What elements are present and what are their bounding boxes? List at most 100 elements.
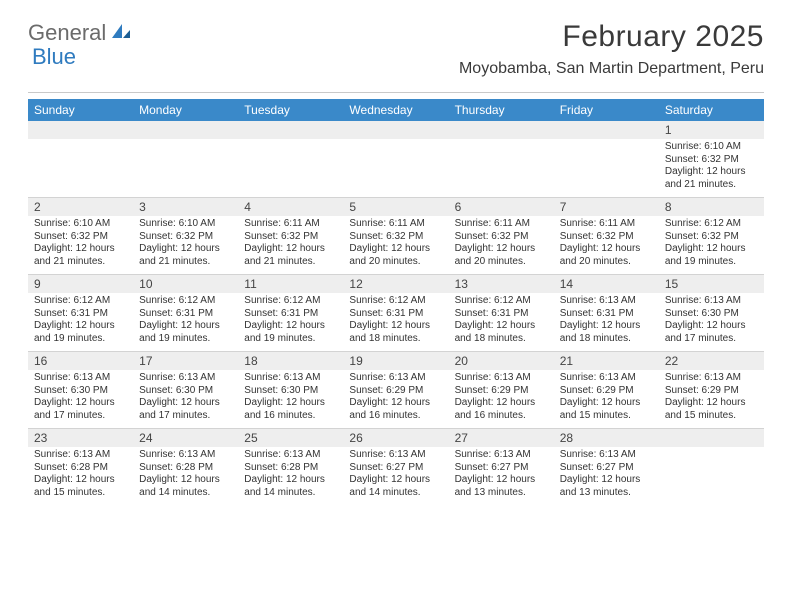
day-number: 19: [343, 352, 448, 370]
day-daylight1: Daylight: 12 hours: [349, 320, 442, 333]
weekday-tue: Tuesday: [238, 99, 343, 121]
day-daylight2: and 16 minutes.: [349, 410, 442, 423]
day-sunrise: Sunrise: 6:12 AM: [455, 295, 548, 308]
weekday-header-row: Sunday Monday Tuesday Wednesday Thursday…: [28, 99, 764, 121]
day-sunset: Sunset: 6:27 PM: [455, 462, 548, 475]
header-divider: [28, 92, 764, 93]
day-sunrise: Sunrise: 6:12 AM: [349, 295, 442, 308]
day-cell: Sunrise: 6:10 AMSunset: 6:32 PMDaylight:…: [659, 139, 764, 197]
day-cell: Sunrise: 6:13 AMSunset: 6:30 PMDaylight:…: [133, 370, 238, 428]
day-daylight2: and 18 minutes.: [349, 333, 442, 346]
day-sunset: Sunset: 6:30 PM: [34, 385, 127, 398]
day-daylight1: Daylight: 12 hours: [665, 397, 758, 410]
day-daylight2: and 20 minutes.: [455, 256, 548, 269]
month-title: February 2025: [459, 20, 764, 54]
day-daylight1: Daylight: 12 hours: [34, 474, 127, 487]
day-sunset: Sunset: 6:32 PM: [665, 231, 758, 244]
day-cell: [659, 447, 764, 505]
day-sunset: Sunset: 6:30 PM: [665, 308, 758, 321]
day-daylight1: Daylight: 12 hours: [560, 474, 653, 487]
title-block: February 2025 Moyobamba, San Martin Depa…: [459, 20, 764, 78]
day-cell: Sunrise: 6:13 AMSunset: 6:30 PMDaylight:…: [659, 293, 764, 351]
day-daylight1: Daylight: 12 hours: [34, 320, 127, 333]
daycontent-row: Sunrise: 6:13 AM Sunset: 6:28 PM Daylight:…: [28, 447, 764, 505]
day-number: 15: [659, 275, 764, 293]
day-sunrise: Sunrise: 6:12 AM: [139, 295, 232, 308]
day-number: [28, 121, 133, 139]
day-cell: Sunrise: 6:13 AMSunset: 6:28 PMDaylight:…: [133, 447, 238, 505]
day-sunset: Sunset: 6:32 PM: [349, 231, 442, 244]
day-cell: Sunrise: 6:13 AMSunset: 6:27 PMDaylight:…: [554, 447, 659, 505]
day-number: [449, 121, 554, 139]
day-daylight1: Daylight: 12 hours: [244, 474, 337, 487]
daynum-row: 9101112131415: [28, 274, 764, 293]
day-cell: Sunrise: 6:13 AMSunset: 6:27 PMDaylight:…: [449, 447, 554, 505]
day-cell: Sunrise: 6:13 AMSunset: 6:30 PMDaylight:…: [28, 370, 133, 428]
day-daylight1: Daylight: 12 hours: [34, 397, 127, 410]
day-number: 26: [343, 429, 448, 447]
day-daylight1: Daylight: 12 hours: [349, 397, 442, 410]
day-sunrise: Sunrise: 6:10 AM: [34, 218, 127, 231]
day-number: 3: [133, 198, 238, 216]
day-daylight1: Daylight: 12 hours: [455, 474, 548, 487]
day-number: 12: [343, 275, 448, 293]
day-cell: Sunrise: 6:12 AMSunset: 6:31 PMDaylight:…: [133, 293, 238, 351]
day-daylight1: Daylight: 12 hours: [665, 320, 758, 333]
day-daylight1: Daylight: 12 hours: [665, 243, 758, 256]
day-daylight1: Daylight: 12 hours: [349, 474, 442, 487]
day-daylight2: and 21 minutes.: [665, 179, 758, 192]
day-sunset: Sunset: 6:27 PM: [560, 462, 653, 475]
day-daylight1: Daylight: 12 hours: [34, 243, 127, 256]
day-number: 6: [449, 198, 554, 216]
location-label: Moyobamba, San Martin Department, Peru: [459, 60, 764, 78]
day-daylight1: Daylight: 12 hours: [349, 243, 442, 256]
logo-line2: Blue: [32, 44, 76, 70]
day-sunset: Sunset: 6:32 PM: [455, 231, 548, 244]
day-number: 14: [554, 275, 659, 293]
day-sunset: Sunset: 6:30 PM: [139, 385, 232, 398]
day-daylight2: and 17 minutes.: [139, 410, 232, 423]
day-cell: Sunrise: 6:13 AMSunset: 6:29 PMDaylight:…: [343, 370, 448, 428]
day-cell: Sunrise: 6:10 AMSunset: 6:32 PMDaylight:…: [133, 216, 238, 274]
day-daylight2: and 19 minutes.: [139, 333, 232, 346]
day-number: [133, 121, 238, 139]
day-sunset: Sunset: 6:28 PM: [139, 462, 232, 475]
day-daylight1: Daylight: 12 hours: [560, 320, 653, 333]
day-number: 21: [554, 352, 659, 370]
day-daylight2: and 18 minutes.: [560, 333, 653, 346]
day-number: 8: [659, 198, 764, 216]
day-sunset: Sunset: 6:30 PM: [244, 385, 337, 398]
day-sunset: Sunset: 6:32 PM: [560, 231, 653, 244]
weekday-sun: Sunday: [28, 99, 133, 121]
day-daylight2: and 15 minutes.: [34, 487, 127, 500]
day-number: 23: [28, 429, 133, 447]
day-cell: Sunrise: 6:12 AMSunset: 6:31 PMDaylight:…: [343, 293, 448, 351]
day-sunset: Sunset: 6:32 PM: [34, 231, 127, 244]
day-daylight2: and 21 minutes.: [34, 256, 127, 269]
weekday-fri: Friday: [554, 99, 659, 121]
day-daylight2: and 19 minutes.: [665, 256, 758, 269]
day-cell: Sunrise: 6:13 AMSunset: 6:29 PMDaylight:…: [659, 370, 764, 428]
day-sunrise: Sunrise: 6:12 AM: [665, 218, 758, 231]
day-sunset: Sunset: 6:31 PM: [244, 308, 337, 321]
day-sunrise: Sunrise: 6:13 AM: [560, 449, 653, 462]
day-cell: Sunrise: 6:13 AMSunset: 6:31 PMDaylight:…: [554, 293, 659, 351]
day-sunrise: Sunrise: 6:12 AM: [244, 295, 337, 308]
weekday-thu: Thursday: [449, 99, 554, 121]
logo-text-general: General: [28, 20, 106, 46]
daycontent-row: Sunrise: 6:10 AMSunset: 6:32 PMDaylight:…: [28, 216, 764, 274]
day-cell: Sunrise: 6:11 AMSunset: 6:32 PMDaylight:…: [343, 216, 448, 274]
day-sunrise: Sunrise: 6:11 AM: [244, 218, 337, 231]
day-number: 22: [659, 352, 764, 370]
day-sunrise: Sunrise: 6:10 AM: [139, 218, 232, 231]
day-cell: [133, 139, 238, 197]
day-daylight2: and 17 minutes.: [665, 333, 758, 346]
calendar: Sunday Monday Tuesday Wednesday Thursday…: [28, 99, 764, 505]
day-daylight1: Daylight: 12 hours: [244, 320, 337, 333]
day-sunrise: Sunrise: 6:11 AM: [349, 218, 442, 231]
day-daylight2: and 18 minutes.: [455, 333, 548, 346]
day-sunrise: Sunrise: 6:13 AM: [244, 372, 337, 385]
day-daylight2: and 16 minutes.: [244, 410, 337, 423]
day-daylight1: Daylight: 12 hours: [455, 243, 548, 256]
day-number: 17: [133, 352, 238, 370]
